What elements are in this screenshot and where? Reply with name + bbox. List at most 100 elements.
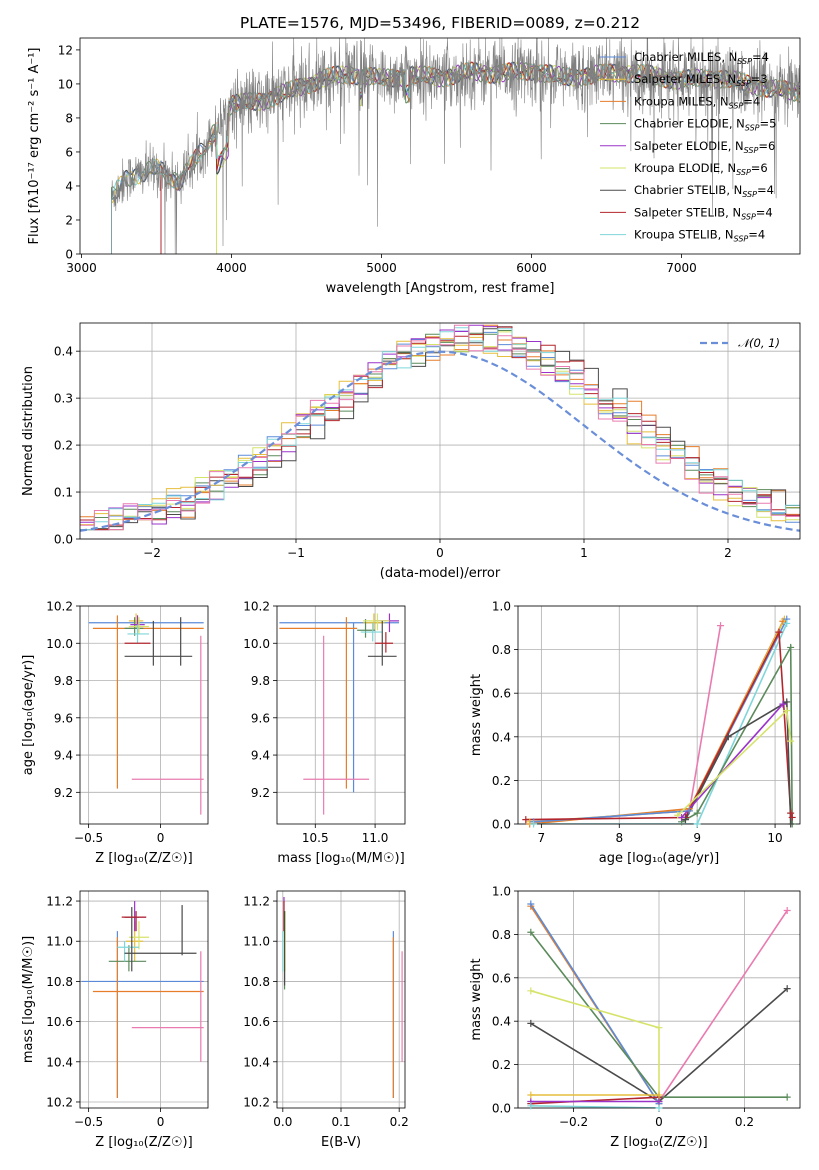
y-tick-label: 0.2 xyxy=(54,439,73,453)
legend-suffix: =4 xyxy=(752,50,769,64)
x-tick-label: 4000 xyxy=(216,261,247,275)
errorbar-point xyxy=(122,911,146,931)
y-tick-label: 0.4 xyxy=(492,730,511,744)
plot-area xyxy=(80,325,814,531)
legend-text: Kroupa STELIB, N xyxy=(634,228,734,242)
legend-label: Salpeter STELIB, NSSP=4 xyxy=(634,205,773,221)
x-tick-label: 0.1 xyxy=(331,1115,350,1129)
x-tick-label: −0.2 xyxy=(559,1115,588,1129)
legend-suffix: =5 xyxy=(760,117,777,131)
x-tick-label: 7000 xyxy=(666,261,697,275)
weight-marker xyxy=(527,1091,534,1098)
y-tick-label: 10.2 xyxy=(243,600,270,614)
y-tick-label: 10.0 xyxy=(46,637,73,651)
y-tick-label: 0.0 xyxy=(492,1102,511,1116)
plot-layer: 30004000500060007000024681012wavelength … xyxy=(21,38,814,1150)
legend-suffix: =3 xyxy=(751,72,768,86)
y-tick-label: 10.4 xyxy=(46,1055,73,1069)
y-tick-label: 9.8 xyxy=(54,674,73,688)
errorbar-point xyxy=(117,941,139,961)
y-tick-label: 11.2 xyxy=(46,895,73,909)
panel-residuals: −2−10120.00.10.20.30.4(data-model)/error… xyxy=(21,323,814,581)
y-axis-label: Normed distribution xyxy=(21,366,36,496)
histogram-salpeter-stelib xyxy=(80,327,814,529)
y-tick-label: 10.0 xyxy=(243,637,270,651)
y-tick-label: 10.6 xyxy=(243,1015,270,1029)
grid-lines xyxy=(80,606,208,824)
x-tick-label: 7 xyxy=(538,831,546,845)
errorbar-point xyxy=(363,613,385,630)
y-tick-label: 4 xyxy=(65,179,73,193)
y-tick-label: 10.4 xyxy=(243,1055,270,1069)
y-tick-label: 10.2 xyxy=(46,600,73,614)
x-tick-label: 6000 xyxy=(516,261,547,275)
weight-marker xyxy=(694,821,701,828)
legend-sub: SSP xyxy=(736,79,751,88)
legend-label: Kroupa ELODIE, NSSP=6 xyxy=(634,161,768,177)
legend-text: Chabrier STELIB, N xyxy=(634,183,742,197)
legend-suffix: =6 xyxy=(758,139,775,153)
legend-sub: SSP xyxy=(741,212,756,221)
errorbar-point xyxy=(81,931,203,1098)
y-tick-label: 10.8 xyxy=(46,975,73,989)
legend-text: Chabrier MILES, N xyxy=(634,50,737,64)
x-tick-label: 8 xyxy=(615,831,623,845)
histogram-chabrier-elodie xyxy=(80,331,814,530)
histogram-pink xyxy=(80,325,814,529)
y-tick-label: 10.8 xyxy=(243,975,270,989)
plot-area xyxy=(283,897,402,1098)
y-tick-label: 9.2 xyxy=(54,786,73,800)
x-tick-label: 0.2 xyxy=(735,1115,754,1129)
weight-marker xyxy=(717,622,724,629)
x-tick-label: −2 xyxy=(143,546,161,560)
x-tick-label: 0 xyxy=(436,546,444,560)
legend-sub: SSP xyxy=(745,124,760,133)
errorbar-point xyxy=(303,636,369,815)
legend-sub: SSP xyxy=(736,168,751,177)
legend-text: Salpeter STELIB, N xyxy=(634,205,741,219)
histogram-chabrier-stelib xyxy=(80,327,814,530)
x-axis-label: wavelength [Angstrom, rest frame] xyxy=(326,281,555,296)
weight-line xyxy=(678,711,791,816)
panel-age-mass: 10.511.09.29.49.69.810.010.2mass [log₁₀(… xyxy=(243,600,405,867)
y-tick-label: 10 xyxy=(58,77,73,91)
y-tick-label: 0.0 xyxy=(492,818,511,832)
legend-text: Salpeter MILES, N xyxy=(634,72,736,86)
y-tick-label: 0.6 xyxy=(492,687,511,701)
y-tick-label: 10.2 xyxy=(243,1095,270,1109)
x-tick-label: −0.5 xyxy=(74,1115,103,1129)
y-tick-label: 11.0 xyxy=(46,935,73,949)
grid-lines xyxy=(277,891,405,1108)
y-tick-label: 6 xyxy=(65,145,73,159)
y-tick-label: 11.0 xyxy=(243,935,270,949)
legend-text: Salpeter ELODIE, N xyxy=(634,139,744,153)
weight-marker xyxy=(787,810,794,817)
legend-sub: SSP xyxy=(734,235,749,244)
weight-marker xyxy=(787,821,794,828)
weight-marker xyxy=(784,1094,791,1101)
errorbar-point xyxy=(129,617,149,634)
errorbar-point xyxy=(279,623,399,793)
x-tick-label: 0.2 xyxy=(390,1115,409,1129)
y-axis-label: Flux [fλ10⁻¹⁷ erg cm⁻² s⁻¹ A⁻¹] xyxy=(27,48,42,245)
errorbar-point xyxy=(93,615,204,788)
y-tick-label: 11.2 xyxy=(243,895,270,909)
y-tick-label: 9.6 xyxy=(54,711,73,725)
panel-weight-age: 789100.00.20.40.60.81.0age [log₁₀(age/yr… xyxy=(469,600,800,867)
y-tick-label: 1.0 xyxy=(492,600,511,614)
legend-suffix: =4 xyxy=(743,94,760,108)
x-tick-label: 11.0 xyxy=(362,831,389,845)
y-tick-label: 0.8 xyxy=(492,643,511,657)
y-tick-label: 12 xyxy=(58,43,73,57)
legend-label: Salpeter MILES, NSSP=3 xyxy=(634,72,768,88)
legend-sub: SSP xyxy=(744,146,759,155)
x-tick-label: 1 xyxy=(580,546,588,560)
x-axis-label: E(B-V) xyxy=(321,1135,361,1150)
weight-line xyxy=(526,632,792,819)
legend-text: Chabrier ELODIE, N xyxy=(634,117,745,131)
legend-sub: SSP xyxy=(729,101,744,110)
x-axis-label: mass [log₁₀(M/M☉)] xyxy=(277,851,404,866)
y-tick-label: 9.6 xyxy=(251,711,270,725)
